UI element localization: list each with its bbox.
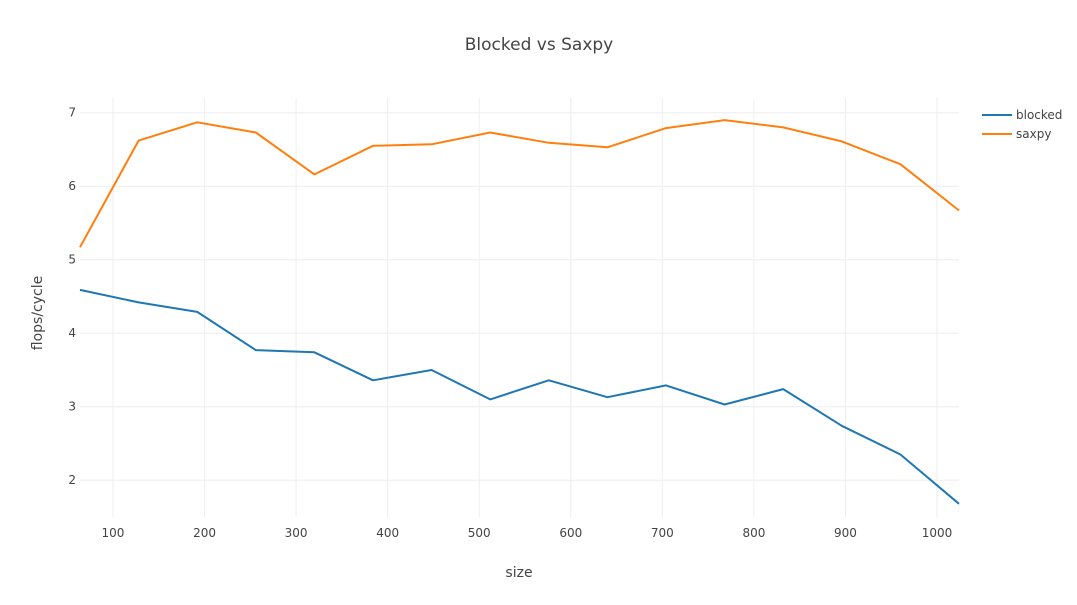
x-tick-labels: 100 200 300 400 500 600 700 800 900 1000 (102, 526, 953, 540)
y-tick-labels: 2 3 4 5 6 7 (68, 106, 76, 488)
y-tick-label: 6 (68, 179, 76, 193)
x-tick-label: 400 (376, 526, 399, 540)
x-tick-label: 700 (651, 526, 674, 540)
x-tick-label: 100 (102, 526, 125, 540)
y-tick-label: 3 (68, 400, 76, 414)
y-tick-label: 5 (68, 253, 76, 267)
legend[interactable]: blocked saxpy (982, 108, 1062, 141)
series-line-saxpy[interactable] (79, 119, 960, 248)
legend-item-blocked[interactable]: blocked (982, 108, 1062, 122)
legend-item-saxpy[interactable]: saxpy (982, 127, 1051, 141)
y-axis-label: flops/cycle (30, 276, 46, 350)
y-tick-label: 4 (68, 326, 76, 340)
legend-label: saxpy (1016, 127, 1051, 141)
series-lines (79, 119, 960, 505)
x-gridlines (112, 98, 938, 517)
x-tick-label: 200 (193, 526, 216, 540)
chart-title: Blocked vs Saxpy (465, 35, 613, 55)
x-tick-label: 600 (559, 526, 582, 540)
x-tick-label: 1000 (922, 526, 953, 540)
x-tick-label: 300 (285, 526, 308, 540)
series-line-blocked[interactable] (79, 288, 960, 505)
y-gridlines (80, 112, 959, 481)
y-tick-label: 7 (68, 106, 76, 120)
legend-label: blocked (1016, 108, 1062, 122)
y-tick-label: 2 (68, 473, 76, 487)
x-tick-label: 500 (468, 526, 491, 540)
x-tick-label: 800 (742, 526, 765, 540)
x-axis-label: size (505, 565, 532, 581)
x-tick-label: 900 (834, 526, 857, 540)
